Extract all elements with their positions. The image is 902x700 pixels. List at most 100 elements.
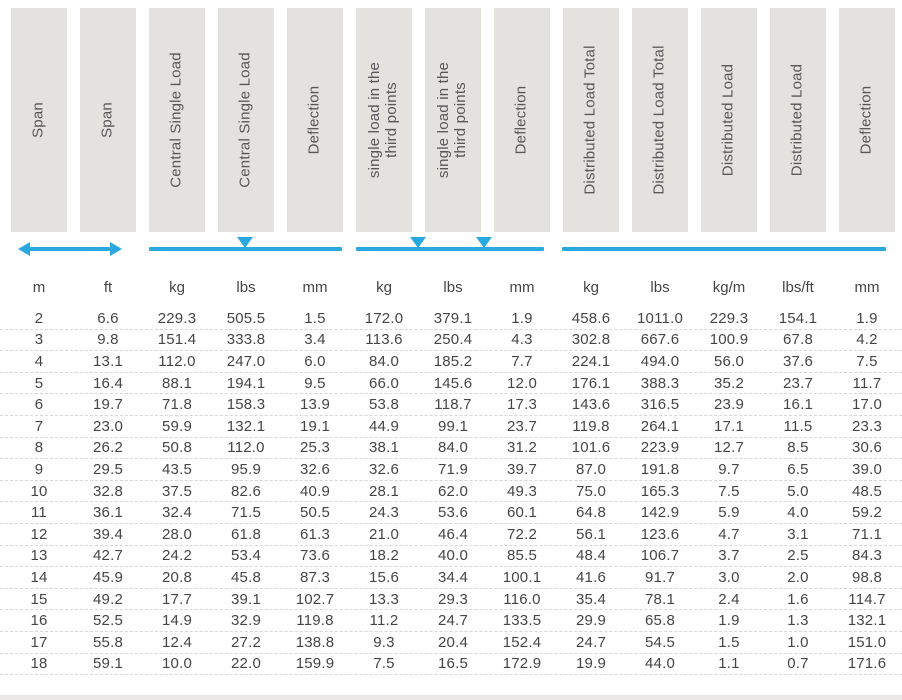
table-cell-span-ft: 45.9 <box>93 568 123 586</box>
table-cell-central-single-load-kg: 10.0 <box>162 655 192 673</box>
table-cell-distributed-load-kg-m: 12.7 <box>714 439 744 457</box>
column-header-distributed-load-total-lbs: Distributed Load Total <box>632 8 688 232</box>
table-cell-span-m: 3 <box>34 331 44 349</box>
table-cell-central-deflection: 9.5 <box>304 374 326 392</box>
table-cell-distributed-load-total-lbs: 388.3 <box>640 374 680 392</box>
column-header-label: Distributed Load Total <box>650 45 668 195</box>
table-cell-distributed-load-lbs-ft: 37.6 <box>783 352 813 370</box>
unit-label-central-deflection: mm <box>302 278 328 296</box>
table-cell-third-points-load-kg: 113.6 <box>365 331 403 349</box>
unit-label-third-points-load-lbs: lbs <box>443 278 463 296</box>
column-header-label: Deflection <box>305 85 323 155</box>
table-row: 2 6.6 229.3 505.5 1.5 172.0 379.1 1.9 458.6 1011.… <box>0 308 902 330</box>
table-cell-span-m: 8 <box>34 439 44 457</box>
table-cell-third-points-deflection: 4.3 <box>511 331 533 349</box>
table-cell-distributed-load-total-lbs: 1011.0 <box>637 309 683 327</box>
table-cell-span-m: 18 <box>30 655 48 673</box>
column-header-label: Span <box>29 102 47 138</box>
table-cell-third-points-deflection: 116.0 <box>503 590 541 608</box>
unit-label-distributed-deflection: mm <box>854 278 880 296</box>
table-cell-distributed-load-lbs-ft: 1.0 <box>787 633 809 651</box>
table-cell-distributed-load-kg-m: 1.1 <box>718 655 740 673</box>
table-cell-distributed-deflection: 71.1 <box>852 525 882 543</box>
unit-label-central-single-load-lbs: lbs <box>236 278 256 296</box>
table-cell-distributed-deflection: 151.0 <box>847 633 887 651</box>
table-cell-distributed-deflection: 39.0 <box>852 460 882 478</box>
table-cell-third-points-load-kg: 9.3 <box>373 633 395 651</box>
annotation-row <box>0 236 902 262</box>
table-cell-central-single-load-kg: 59.9 <box>162 417 192 435</box>
table-cell-central-single-load-kg: 71.8 <box>162 396 192 414</box>
table-cell-span-ft: 6.6 <box>97 309 119 327</box>
table-cell-distributed-deflection: 23.3 <box>852 417 882 435</box>
table-cell-distributed-load-total-lbs: 191.8 <box>640 460 680 478</box>
table-cell-central-single-load-lbs: 95.9 <box>231 460 261 478</box>
column-header-label: single load in the third points <box>435 61 469 179</box>
table-cell-third-points-deflection: 85.5 <box>507 547 537 565</box>
table-cell-span-ft: 36.1 <box>93 504 123 522</box>
column-header-distributed-load-lbs-ft: Distributed Load <box>770 8 826 232</box>
table-cell-span-m: 10 <box>30 482 48 500</box>
table-cell-central-single-load-kg: 17.7 <box>162 590 192 608</box>
table-cell-distributed-deflection: 4.2 <box>856 331 878 349</box>
table-cell-distributed-load-kg-m: 5.9 <box>718 504 740 522</box>
table-cell-third-points-deflection: 133.5 <box>502 612 542 630</box>
table-cell-distributed-load-total-lbs: 91.7 <box>645 568 675 586</box>
table-cell-distributed-load-kg-m: 4.7 <box>718 525 740 543</box>
table-cell-third-points-load-lbs: 118.7 <box>434 396 472 414</box>
table-cell-span-m: 15 <box>30 590 48 608</box>
table-cell-central-deflection: 13.9 <box>300 396 330 414</box>
table-cell-distributed-deflection: 132.1 <box>847 612 887 630</box>
column-header-central-deflection: Deflection <box>287 8 343 232</box>
table-cell-span-m: 7 <box>34 417 44 435</box>
table-cell-central-single-load-kg: 43.5 <box>162 460 192 478</box>
table-cell-central-deflection: 50.5 <box>300 504 330 522</box>
table-cell-distributed-load-kg-m: 3.0 <box>718 568 740 586</box>
table-cell-third-points-load-kg: 24.3 <box>369 504 399 522</box>
table-cell-central-deflection: 19.1 <box>300 417 330 435</box>
table-cell-distributed-load-total-lbs: 494.0 <box>640 352 680 370</box>
table-cell-third-points-load-kg: 7.5 <box>373 655 395 673</box>
table-cell-third-points-load-lbs: 379.1 <box>433 309 473 327</box>
table-cell-third-points-deflection: 7.7 <box>511 352 533 370</box>
table-cell-third-points-load-lbs: 29.3 <box>438 590 468 608</box>
table-row: 15 49.2 17.7 39.1 102.7 13.3 29.3 116.0 35.4 78.1… <box>0 589 902 611</box>
table-cell-distributed-load-total-kg: 458.6 <box>571 309 611 327</box>
table-cell-central-single-load-lbs: 39.1 <box>231 590 261 608</box>
table-cell-distributed-load-lbs-ft: 5.0 <box>787 482 809 500</box>
table-cell-distributed-load-lbs-ft: 11.5 <box>783 417 813 435</box>
table-cell-span-ft: 59.1 <box>93 655 123 673</box>
table-cell-distributed-load-total-lbs: 65.8 <box>645 612 675 630</box>
header-row: Span Span Central Single Load Central Singl… <box>0 8 902 232</box>
table-row: 17 55.8 12.4 27.2 138.8 9.3 20.4 152.4 24.7 54.5 1… <box>0 632 902 654</box>
table-cell-central-single-load-lbs: 45.8 <box>231 568 261 586</box>
table-cell-third-points-load-lbs: 71.9 <box>438 460 468 478</box>
table-cell-span-ft: 16.4 <box>93 374 123 392</box>
table-cell-central-deflection: 61.3 <box>300 525 330 543</box>
table-cell-distributed-load-kg-m: 1.9 <box>718 612 740 630</box>
table-cell-span-m: 13 <box>30 547 48 565</box>
column-header-span-ft: Span <box>80 8 136 232</box>
table-cell-central-deflection: 25.3 <box>300 439 330 457</box>
table-cell-central-single-load-lbs: 194.1 <box>226 374 266 392</box>
unit-label-distributed-load-kg-m: kg/m <box>712 278 746 296</box>
table-cell-central-single-load-kg: 151.4 <box>157 331 197 349</box>
table-cell-central-single-load-lbs: 71.5 <box>231 504 261 522</box>
table-cell-third-points-load-lbs: 62.0 <box>438 482 468 500</box>
column-header-span-m: Span <box>11 8 67 232</box>
table-cell-distributed-load-lbs-ft: 3.1 <box>787 525 809 543</box>
column-header-label: Distributed Load Total <box>581 45 599 195</box>
column-header-label: Deflection <box>512 85 530 155</box>
table-cell-distributed-load-total-kg: 143.6 <box>571 396 611 414</box>
table-cell-distributed-load-total-kg: 35.4 <box>576 590 606 608</box>
table-cell-third-points-deflection: 17.3 <box>507 396 537 414</box>
column-header-central-single-load-lbs: Central Single Load <box>218 8 274 232</box>
table-cell-distributed-load-total-kg: 302.8 <box>571 331 611 349</box>
table-cell-third-points-deflection: 1.9 <box>511 309 533 327</box>
distributed-load-line <box>562 247 886 251</box>
table-cell-distributed-load-total-kg: 29.9 <box>576 612 606 630</box>
table-cell-central-single-load-kg: 50.8 <box>162 439 192 457</box>
central-load-triangle-icon <box>237 237 253 248</box>
table-cell-distributed-load-kg-m: 1.5 <box>718 633 740 651</box>
table-cell-distributed-load-kg-m: 2.4 <box>718 590 740 608</box>
